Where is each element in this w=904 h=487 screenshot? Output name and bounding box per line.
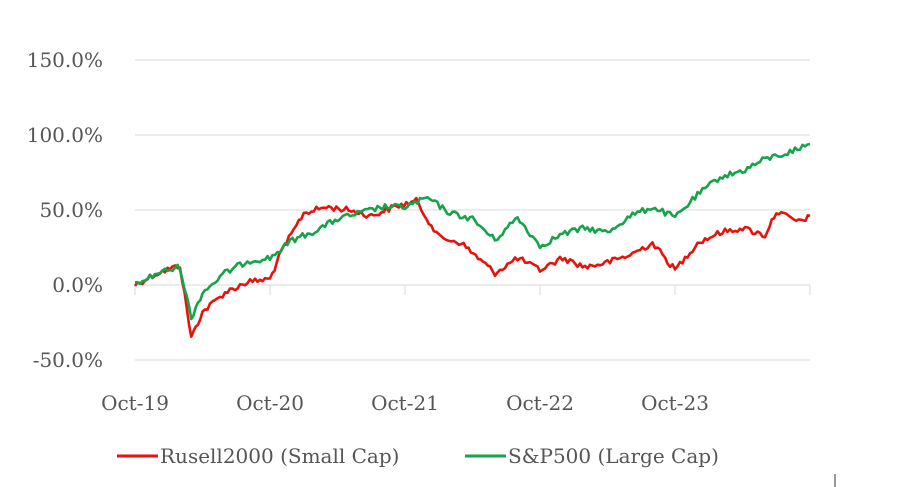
- series-line-1: [134, 142, 811, 321]
- x-tick-label: Oct-19: [101, 391, 169, 415]
- series-lines: [133, 142, 811, 338]
- legend-label: S&P500 (Large Cap): [508, 444, 719, 468]
- y-tick-label: 50.0%: [39, 198, 103, 222]
- legend-label: Rusell2000 (Small Cap): [160, 444, 399, 468]
- series-line-0: [133, 196, 811, 338]
- y-tick-label: 100.0%: [27, 123, 103, 147]
- legend: Rusell2000 (Small Cap) S&P500 (Large Cap): [117, 444, 719, 468]
- x-tick-label: Oct-22: [506, 391, 574, 415]
- y-axis: 150.0% 100.0% 50.0% 0.0% -50.0%: [27, 48, 103, 372]
- x-axis: Oct-19 Oct-20 Oct-21 Oct-22 Oct-23: [101, 284, 811, 415]
- y-tick-label: 0.0%: [52, 273, 103, 297]
- y-tick-label: -50.0%: [33, 348, 103, 372]
- gridlines: [135, 59, 810, 361]
- y-tick-label: 150.0%: [27, 48, 103, 72]
- x-tick-label: Oct-21: [371, 391, 439, 415]
- x-tick-label: Oct-23: [641, 391, 709, 415]
- x-tick-label: Oct-20: [236, 391, 304, 415]
